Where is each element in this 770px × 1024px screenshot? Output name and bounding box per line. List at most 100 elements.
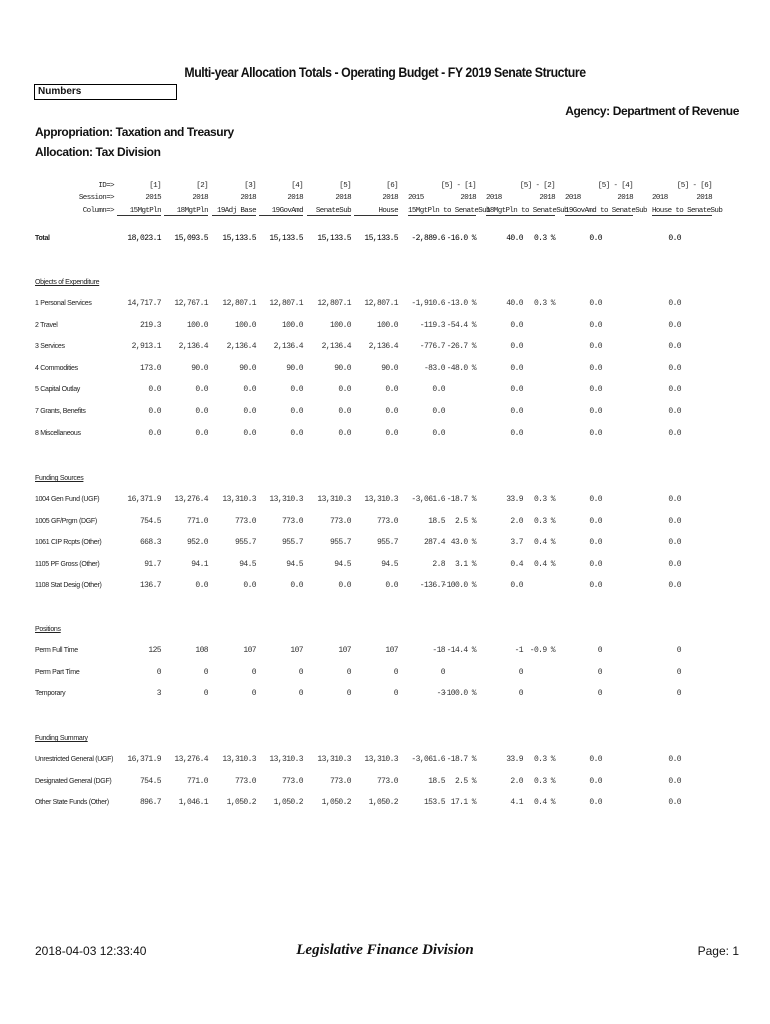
column-id: [3] — [244, 182, 256, 190]
cell-value: 15,133.5 — [364, 234, 398, 243]
column-id: [2] — [196, 182, 208, 190]
cell-value: 13,276.4 — [174, 755, 208, 764]
cell-value: 0.0 — [589, 755, 602, 764]
cell-value: 0.0 — [589, 776, 602, 786]
cell-value: 33.9 — [506, 755, 523, 764]
cell-value: 0.4 — [510, 559, 523, 569]
cell-value: 0 — [676, 689, 682, 699]
cell-value: 287.4 — [423, 538, 446, 548]
cell-value: 0.0 — [668, 385, 681, 395]
cell-value: 0.0 — [510, 342, 523, 352]
cell-value: 0.0 — [195, 581, 208, 591]
cell-value: 0.0 — [385, 428, 398, 438]
cell-value: 0.0 — [510, 385, 523, 395]
cell-value: -119.3 — [419, 320, 446, 330]
column-session: 2018 — [287, 194, 303, 202]
column-session: 2018 — [335, 194, 351, 202]
cell-value: 90.0 — [381, 363, 398, 373]
cell-value: -18.7 % — [446, 755, 477, 764]
cell-value: 0 — [251, 667, 257, 677]
cell-value: 0.0 — [668, 581, 681, 591]
cell-value: 100.0 — [376, 320, 399, 330]
row-label: Perm Part Time — [35, 668, 80, 676]
comparison-session: 2018 — [617, 194, 633, 202]
cell-value: 0.0 — [510, 428, 523, 438]
timestamp: 2018-04-03 12:33:40 — [35, 944, 147, 958]
cell-value: 90.0 — [334, 363, 351, 373]
cell-value: -0.9 % — [529, 646, 556, 655]
cell-value: 107 — [385, 646, 398, 655]
cell-value: 0.0 — [668, 755, 681, 764]
cell-value: 14,717.7 — [127, 299, 161, 308]
comparison-id: [5] - [4] — [597, 182, 634, 190]
cell-value: 0.0 — [148, 407, 161, 416]
report-title: Multi-year Allocation Totals - Operating… — [184, 64, 586, 80]
cell-value: 0.0 — [668, 234, 681, 243]
cell-value: 13,310.3 — [222, 755, 256, 764]
comparison-session: 2018 — [539, 194, 555, 202]
cell-value: 15,133.5 — [317, 234, 351, 243]
cell-value: 12,807.1 — [222, 299, 256, 308]
comparison-session: 2015 — [408, 194, 424, 202]
cell-value: 0.0 — [243, 407, 256, 416]
cell-value: 3 — [156, 689, 162, 699]
cell-value: 0.0 — [589, 516, 602, 526]
cell-value: 0.0 — [668, 495, 681, 504]
cell-value: 0.0 — [668, 559, 681, 569]
cell-value: 1,050.2 — [321, 798, 352, 808]
cell-value: -14.4 % — [446, 646, 477, 655]
cell-value: 0.0 — [338, 428, 351, 438]
cell-value: 955.7 — [329, 538, 352, 548]
cell-value: 771.0 — [186, 516, 209, 526]
cell-value: 15,133.5 — [269, 234, 303, 243]
row-label: 1108 Stat Desig (Other) — [35, 582, 102, 590]
cell-value: 108 — [195, 646, 208, 655]
cell-value: 0.0 — [589, 342, 602, 352]
comparison-session: 2018 — [652, 194, 668, 202]
cell-value: -3,061.6 — [411, 755, 445, 764]
comparison-id: [5] - [6] — [676, 182, 713, 190]
comparison-name: 15MgtPln to SenateSub — [408, 207, 491, 216]
cell-value: 0.0 — [432, 407, 445, 416]
column-session: 2018 — [192, 194, 208, 202]
cell-value: 3.1 % — [454, 559, 477, 569]
comparison-session: 2018 — [696, 194, 712, 202]
cell-value: 40.0 — [506, 299, 523, 308]
cell-value: 2,136.4 — [368, 342, 399, 352]
cell-value: 100.0 — [234, 320, 257, 330]
section-heading: Objects of Expenditure — [35, 279, 100, 286]
cell-value: -776.7 — [419, 342, 446, 352]
cell-value: 0.0 — [668, 798, 681, 808]
column-name: 15MgtPln — [117, 207, 162, 216]
cell-value: 18,023.1 — [127, 234, 161, 243]
column-id: [1] — [149, 182, 161, 190]
column-id: [4] — [291, 182, 303, 190]
cell-value: 0.0 — [589, 407, 602, 416]
allocation: Allocation: Tax Division — [35, 145, 161, 159]
column-name: House — [354, 207, 399, 216]
cell-value: 0.0 — [338, 407, 351, 416]
cell-value: 0.0 — [589, 581, 602, 591]
cell-value: 107 — [243, 646, 256, 655]
cell-value: 773.0 — [329, 776, 352, 786]
comparison-session: 2018 — [460, 194, 476, 202]
cell-value: 1,046.1 — [178, 798, 209, 808]
cell-value: 94.5 — [381, 559, 398, 569]
cell-value: 0 — [203, 667, 209, 677]
cell-value: 15,093.5 — [174, 234, 208, 243]
section-heading: Positions — [35, 626, 61, 633]
comparison-name: 18MgtPln to SenateSub — [486, 207, 569, 216]
cell-value: 90.0 — [191, 363, 208, 373]
row-label: 2 Travel — [35, 321, 58, 329]
cell-value: 0.0 — [589, 538, 602, 548]
cell-value: 40.0 — [506, 234, 523, 243]
row-label: Temporary — [35, 690, 66, 698]
cell-value: 773.0 — [281, 776, 304, 786]
column-id: [6] — [386, 182, 398, 190]
cell-value: 0 — [393, 689, 399, 699]
cell-value: 0.0 — [510, 320, 523, 330]
cell-value: 12,807.1 — [317, 299, 351, 308]
column-session: 2018 — [240, 194, 256, 202]
cell-value: 0.0 — [243, 581, 256, 591]
